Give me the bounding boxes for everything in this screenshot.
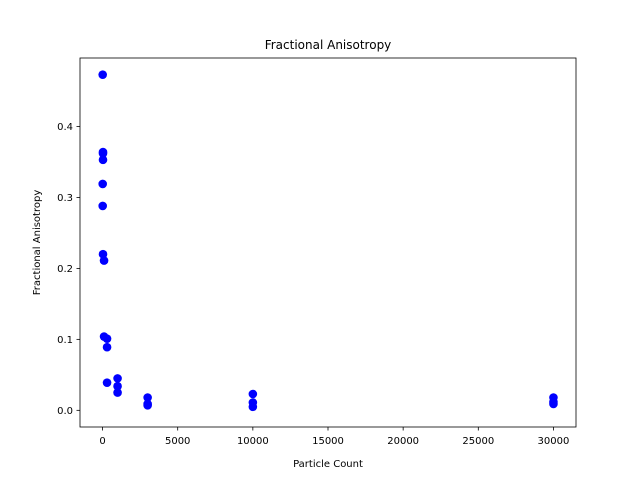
- y-tick-label: 0.1: [57, 335, 73, 346]
- x-axis-ticks: 0 5000 10000 15000 20000 25000 30000: [99, 427, 569, 447]
- data-point: [98, 149, 108, 158]
- y-tick-label: 0.4: [57, 122, 73, 133]
- data-point: [113, 381, 122, 391]
- data-point: [102, 334, 112, 343]
- x-tick-label: 10000: [237, 436, 269, 447]
- chart-title: Fractional Anisotropy: [265, 38, 392, 52]
- data-point: [102, 378, 112, 387]
- y-axis-ticks: 0.0 0.1 0.2 0.3 0.4: [57, 122, 80, 417]
- x-tick-label: 5000: [165, 436, 190, 447]
- x-tick-label: 25000: [462, 436, 494, 447]
- y-tick-label: 0.3: [57, 193, 73, 204]
- data-point: [98, 179, 107, 189]
- y-axis-label: Fractional Anisotropy: [32, 190, 43, 296]
- data-point: [113, 388, 122, 397]
- data-point: [102, 342, 112, 352]
- y-tick-label: 0.0: [57, 406, 73, 417]
- plot-frame: [79, 57, 577, 428]
- data-point: [98, 70, 107, 79]
- data-point: [98, 249, 108, 259]
- data-points: [98, 70, 558, 412]
- data-point: [549, 399, 558, 409]
- data-point: [98, 201, 107, 211]
- plot-background: [80, 58, 576, 427]
- data-point: [113, 374, 122, 383]
- y-tick-label: 0.2: [57, 264, 73, 275]
- x-axis-label: Particle Count: [293, 459, 363, 470]
- data-point: [143, 393, 152, 402]
- x-tick-label: 0: [99, 436, 105, 447]
- plot-area: [80, 58, 576, 427]
- data-point: [98, 155, 108, 165]
- x-tick-label: 30000: [538, 436, 570, 447]
- data-point: [248, 389, 258, 399]
- data-point: [143, 401, 152, 410]
- data-point: [99, 256, 109, 265]
- data-point: [248, 402, 258, 412]
- x-tick-label: 15000: [312, 436, 344, 447]
- x-tick-label: 20000: [387, 436, 419, 447]
